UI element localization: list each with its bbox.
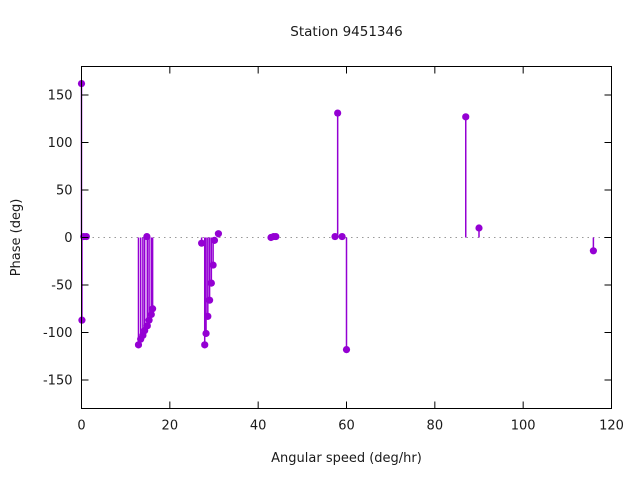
x-tick-label: 60 xyxy=(338,419,355,434)
data-point xyxy=(209,261,217,269)
data-point xyxy=(198,239,206,247)
data-point xyxy=(334,109,342,117)
data-point xyxy=(205,296,214,304)
data-point xyxy=(145,316,153,324)
y-tick-label: 100 xyxy=(48,136,73,151)
x-axis-label: Angular speed (deg/hr) xyxy=(271,451,422,466)
x-tick-label: 40 xyxy=(250,419,267,434)
y-tick-label: -50 xyxy=(51,279,72,294)
y-tick-label: -100 xyxy=(43,326,73,341)
data-point xyxy=(82,232,90,241)
y-tick-label: 150 xyxy=(48,89,73,104)
data-point xyxy=(202,329,210,338)
data-point xyxy=(143,322,151,330)
x-tick-label: 120 xyxy=(599,419,624,434)
data-point xyxy=(210,236,219,244)
y-axis-label: Phase (deg) xyxy=(9,199,24,277)
x-tick-label: 80 xyxy=(427,419,444,434)
data-point xyxy=(342,346,351,354)
plot-area: 0 20 40 60 80 100 120 -150 -100 -50 0 50 100 150 xyxy=(43,66,624,434)
data-point xyxy=(204,312,212,320)
x-tick-label: 100 xyxy=(511,419,536,434)
data-point xyxy=(272,232,280,241)
data-point xyxy=(147,310,155,319)
data-point xyxy=(338,232,346,241)
x-tick-label: 0 xyxy=(77,419,85,434)
data-point xyxy=(475,224,483,232)
data-point xyxy=(134,341,143,349)
data-point xyxy=(462,113,470,121)
data-point xyxy=(149,305,157,313)
data-point xyxy=(331,232,339,241)
data-point xyxy=(214,230,223,238)
chart-title: Station 9451346 xyxy=(290,24,402,40)
data-point xyxy=(207,279,215,287)
x-tick-label: 20 xyxy=(162,419,179,434)
y-tick-label: -150 xyxy=(43,374,73,389)
y-tick-label: 0 xyxy=(64,231,72,246)
y-tick-label: 50 xyxy=(56,184,73,199)
data-point xyxy=(201,341,209,349)
data-point xyxy=(589,247,597,255)
